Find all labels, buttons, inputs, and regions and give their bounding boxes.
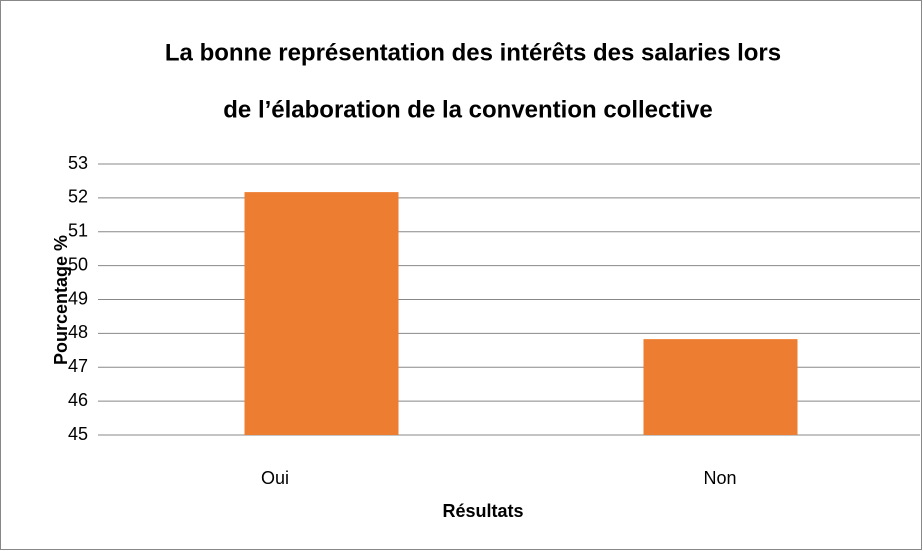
y-tick-label: 51 bbox=[68, 221, 88, 241]
y-tick-label: 47 bbox=[68, 356, 88, 376]
bar bbox=[244, 192, 399, 435]
x-tick-label: Non bbox=[703, 468, 736, 488]
y-tick-label: 53 bbox=[68, 153, 88, 173]
x-axis-title: Résultats bbox=[442, 501, 523, 521]
y-axis-title: Pourcentage % bbox=[51, 235, 71, 365]
y-tick-label: 45 bbox=[68, 424, 88, 444]
y-tick-label: 48 bbox=[68, 322, 88, 342]
chart-title: La bonne représentation des intérêts des… bbox=[165, 39, 781, 66]
chart-title: de l’élaboration de la convention collec… bbox=[223, 96, 712, 123]
x-tick-label: Oui bbox=[261, 468, 289, 488]
y-tick-label: 52 bbox=[68, 187, 88, 207]
y-tick-label: 46 bbox=[68, 390, 88, 410]
y-tick-label: 49 bbox=[68, 288, 88, 308]
y-tick-label: 50 bbox=[68, 254, 88, 274]
bar bbox=[643, 339, 798, 435]
